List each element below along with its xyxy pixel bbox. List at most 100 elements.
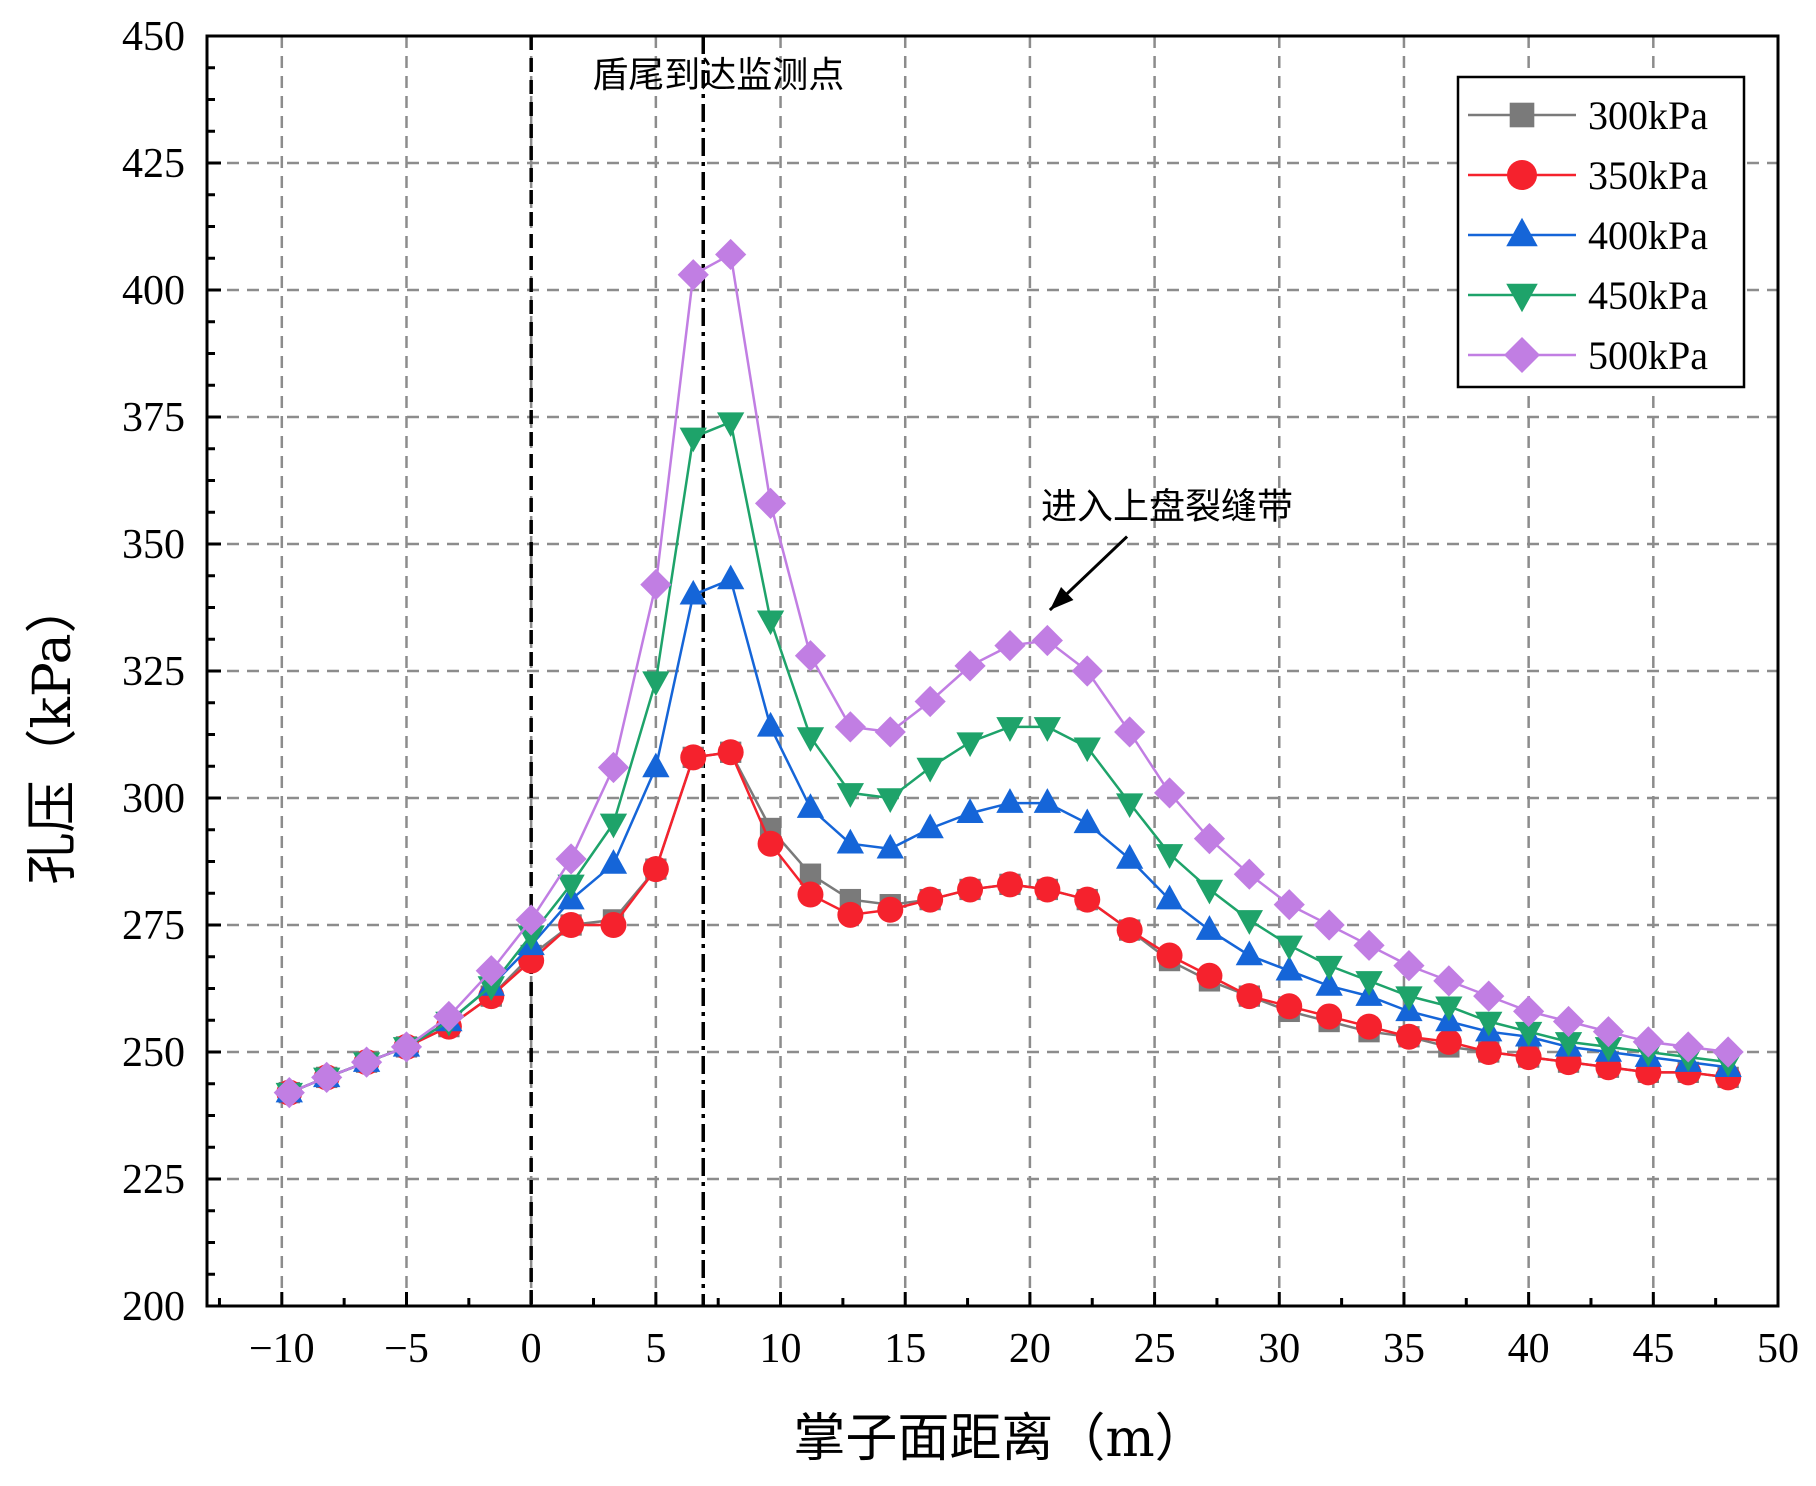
data-point	[477, 976, 505, 1001]
legend-item: 450kPa	[1468, 273, 1708, 318]
y-tick-label: 375	[122, 395, 185, 441]
data-point	[600, 912, 627, 938]
data-point	[1155, 884, 1184, 910]
data-point	[1233, 858, 1265, 890]
data-point	[797, 881, 824, 908]
data-point	[1273, 889, 1305, 921]
data-point	[558, 912, 585, 938]
data-point	[1592, 1016, 1625, 1048]
data-point	[799, 863, 822, 885]
data-point	[1116, 793, 1144, 819]
data-point	[836, 828, 865, 854]
data-point	[679, 427, 707, 453]
x-tick-label: 45	[1632, 1326, 1674, 1372]
data-point	[796, 793, 825, 818]
x-axis-title: 掌子面距离（m）	[793, 1409, 1206, 1469]
x-tick-label: 5	[645, 1326, 666, 1372]
legend-marker	[1509, 102, 1535, 128]
data-point	[1515, 1044, 1542, 1071]
legend-label: 450kPa	[1588, 273, 1708, 318]
data-point	[1235, 910, 1263, 935]
data-point	[517, 925, 545, 951]
x-tick-label: −5	[384, 1326, 429, 1372]
legend-item: 350kPa	[1468, 153, 1708, 198]
y-axis-title: 孔压（kPa）	[23, 581, 83, 884]
data-point	[757, 830, 784, 857]
data-point	[996, 871, 1023, 898]
y-tick-label: 275	[122, 903, 185, 949]
data-point	[874, 716, 906, 748]
data-point	[954, 650, 986, 682]
data-point	[677, 259, 709, 291]
data-point	[1315, 971, 1343, 996]
data-point	[1316, 1003, 1343, 1030]
data-point	[834, 711, 866, 743]
y-tick-label: 350	[122, 522, 185, 568]
data-point	[1315, 955, 1343, 981]
x-tick-label: 40	[1508, 1326, 1550, 1372]
data-point	[916, 813, 944, 839]
legend-label: 300kPa	[1588, 93, 1708, 138]
data-point	[1355, 971, 1383, 996]
data-point	[1073, 737, 1101, 763]
data-point	[1195, 915, 1224, 940]
data-point	[956, 732, 984, 758]
data-point	[1236, 983, 1263, 1010]
data-point	[1235, 940, 1263, 966]
data-point	[914, 685, 946, 718]
data-point	[1071, 655, 1103, 687]
data-point	[642, 856, 669, 883]
data-point	[1395, 986, 1423, 1012]
data-point	[1393, 950, 1425, 982]
data-point	[1435, 996, 1463, 1022]
data-point	[836, 783, 865, 808]
annotation-label: 盾尾到达监测点	[592, 55, 844, 96]
data-point	[1073, 808, 1101, 834]
data-point	[1116, 844, 1144, 869]
data-point	[1275, 935, 1303, 961]
y-tick-label: 450	[122, 14, 185, 60]
x-tick-label: −10	[249, 1326, 315, 1372]
data-point	[1155, 844, 1184, 869]
data-point	[1514, 1021, 1543, 1047]
data-point	[1475, 1011, 1503, 1037]
y-tick-label: 300	[122, 776, 185, 822]
legend-marker	[1504, 337, 1540, 373]
y-tick-label: 225	[122, 1157, 185, 1203]
y-tick-label: 425	[122, 141, 185, 187]
annotation-label: 进入上盘裂缝带	[1041, 487, 1293, 528]
data-point	[1196, 962, 1223, 989]
series-group	[273, 238, 1744, 1109]
legend-marker	[1506, 217, 1538, 247]
data-point	[599, 813, 628, 839]
data-point	[557, 874, 585, 900]
legend-label: 500kPa	[1588, 333, 1708, 378]
y-tick-label: 200	[122, 1284, 185, 1330]
data-point	[1554, 1032, 1583, 1057]
data-point	[1313, 909, 1345, 941]
annotation-arrowhead	[1049, 586, 1074, 611]
x-tick-label: 25	[1134, 1326, 1176, 1372]
data-point	[957, 876, 984, 903]
data-point	[599, 849, 628, 874]
data-point	[433, 1000, 465, 1033]
x-tick-label: 0	[521, 1326, 542, 1372]
data-point	[311, 1061, 343, 1093]
data-point	[642, 752, 670, 778]
x-tick-label: 10	[760, 1326, 802, 1372]
x-tick-label: 35	[1383, 1326, 1425, 1372]
axis-ticks	[207, 34, 1780, 1308]
data-point	[1356, 1013, 1383, 1040]
data-point	[1275, 955, 1303, 981]
data-point	[1513, 995, 1545, 1027]
y-tick-label: 325	[122, 649, 185, 695]
data-point	[956, 798, 984, 823]
data-point	[1116, 917, 1143, 944]
data-point	[1156, 942, 1183, 969]
data-point	[1435, 1028, 1462, 1055]
data-point	[1475, 1039, 1502, 1065]
data-point	[717, 412, 745, 438]
data-point	[1353, 929, 1385, 961]
data-point	[1552, 1005, 1585, 1038]
